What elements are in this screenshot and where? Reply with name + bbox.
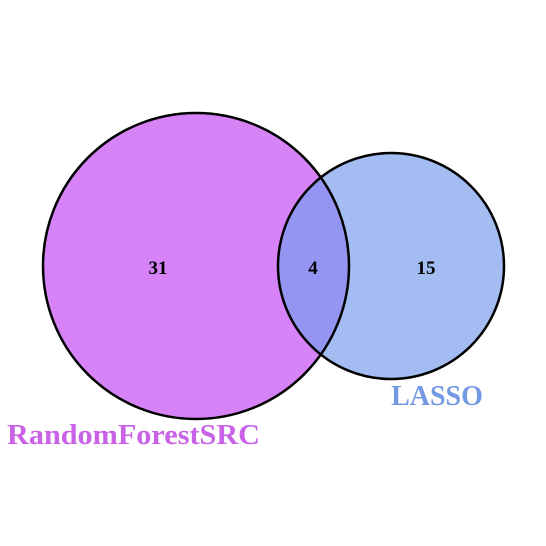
set-label-randomforestsrc: RandomForestSRC <box>7 420 260 451</box>
count-intersection: 4 <box>308 258 318 279</box>
intersection-region <box>278 153 349 379</box>
count-lasso-only: 15 <box>417 258 436 279</box>
lasso-outline <box>276 151 506 381</box>
randomforestsrc-circle <box>43 113 349 419</box>
count-randomforestsrc-only: 31 <box>149 258 168 279</box>
randomforestsrc-outline <box>41 111 351 421</box>
set-label-lasso: LASSO <box>391 381 483 412</box>
